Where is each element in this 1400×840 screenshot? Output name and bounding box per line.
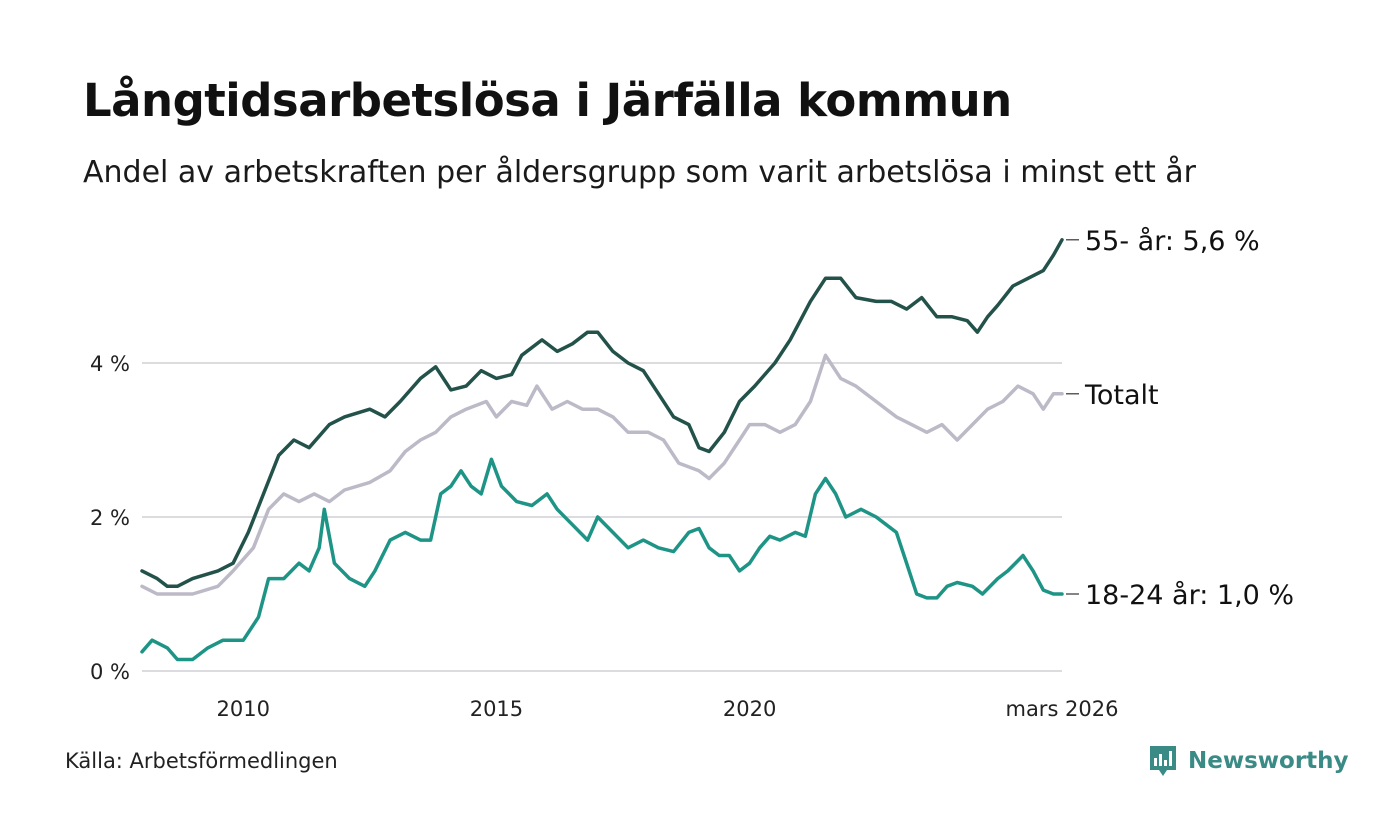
x-tick-label: mars 2026 [1005,697,1118,721]
end-label-total: Totalt [1084,380,1159,411]
chart-subtitle: Andel av arbetskraften per åldersgrupp s… [83,155,1196,190]
y-axis: 0 % 2 % 4 % [90,352,130,684]
x-tick-label: 2020 [723,697,776,721]
x-axis: 2010 2015 2020 mars 2026 [217,697,1119,721]
series-line-total [140,353,1064,596]
brand-name: Newsworthy [1188,748,1349,774]
y-tick-label: 0 % [90,660,130,684]
x-tick-label: 2010 [217,697,270,721]
series-line-s55 [140,238,1064,589]
y-tick-label: 4 % [90,352,130,376]
chart-title: Långtidsarbetslösa i Järfälla kommun [83,74,1012,127]
end-label-s18: 18-24 år: 1,0 % [1085,580,1294,611]
newsworthy-logo-icon [1150,746,1176,776]
series-end-labels: 55- år: 5,6 % Totalt 18-24 år: 1,0 % [1066,226,1294,611]
series-lines [140,238,1064,662]
x-tick-label: 2015 [470,697,523,721]
series-line-s18 [140,457,1064,662]
end-label-s55: 55- år: 5,6 % [1085,226,1260,257]
source-note: Källa: Arbetsförmedlingen [65,749,338,773]
y-tick-label: 2 % [90,506,130,530]
brand-logo: Newsworthy [1148,744,1349,778]
grid-lines [142,362,1062,672]
